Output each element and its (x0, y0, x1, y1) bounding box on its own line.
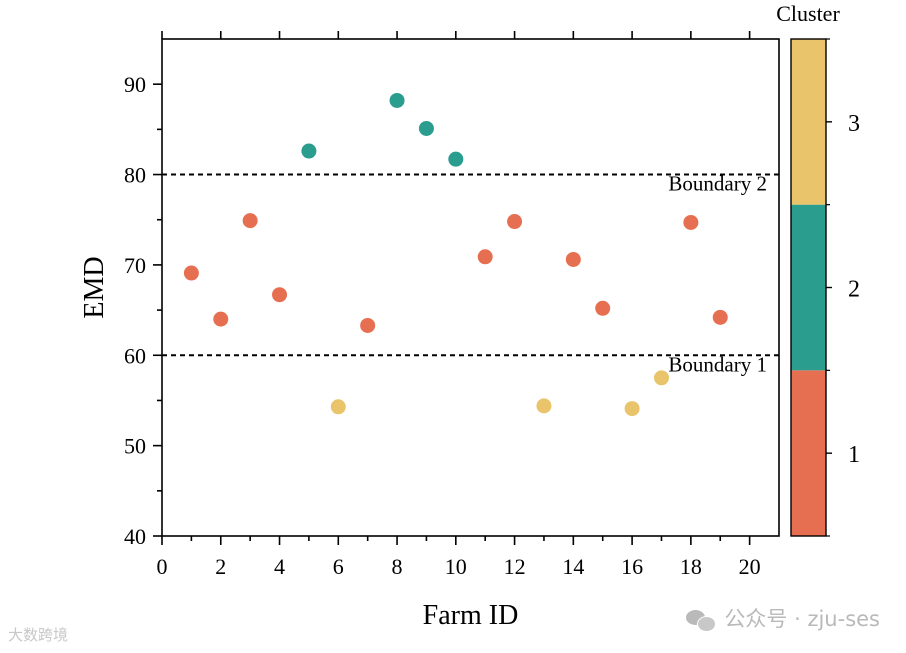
colorbar-frame (790, 38, 827, 537)
data-point (477, 249, 493, 265)
x-tick-label: 6 (333, 554, 344, 579)
y-axis-title: EMD (79, 256, 110, 318)
data-point (653, 370, 669, 386)
wechat-icon (686, 610, 717, 632)
watermark-wechat: 公众号 · zju-ses (686, 603, 880, 633)
x-tick-label: 16 (621, 554, 643, 579)
y-tick-label: 90 (124, 72, 146, 97)
data-point (183, 265, 199, 281)
colorbar-title: Cluster (776, 1, 840, 26)
x-tick-label: 20 (739, 554, 761, 579)
x-tick-label: 18 (680, 554, 702, 579)
data-point (683, 214, 699, 230)
boundary-label-2: Boundary 2 (668, 172, 767, 196)
data-point (330, 399, 346, 415)
y-tick-label: 50 (124, 434, 146, 459)
x-tick-label: 12 (504, 554, 526, 579)
boundary-labels: Boundary 1 Boundary 2 (668, 172, 767, 377)
x-tick-label: 2 (215, 554, 226, 579)
watermark-bottom-left: 大数跨境 (8, 624, 68, 645)
data-point (301, 143, 317, 159)
colorbar-label-1: 1 (848, 442, 860, 468)
watermark-right-text: 公众号 · zju-ses (724, 607, 880, 631)
data-point (389, 92, 405, 108)
data-point (536, 398, 552, 414)
data-point (624, 401, 640, 417)
y-tick-label: 80 (124, 163, 146, 188)
data-point (712, 309, 728, 325)
plot-frame (161, 38, 780, 537)
colorbar-label-3: 3 (848, 111, 860, 137)
data-point (565, 251, 581, 267)
colorbar-segment-3 (791, 39, 826, 205)
data-point (360, 317, 376, 333)
boundary-lines (162, 173, 779, 357)
y-tick-label: 60 (124, 343, 146, 368)
data-point (242, 213, 258, 229)
colorbar-label-2: 2 (848, 277, 860, 303)
x-tick-label: 10 (445, 554, 467, 579)
y-tick-label: 40 (124, 524, 146, 549)
data-point (418, 120, 434, 136)
tick-labels: 0 2 4 6 8 10 12 14 16 18 20 40 50 60 70 80 90 (124, 72, 761, 579)
y-tick-label: 70 (124, 253, 146, 278)
data-point (507, 214, 523, 230)
colorbar: 1 2 3 Cluster (776, 1, 860, 537)
data-point (448, 151, 464, 167)
x-tick-label: 8 (392, 554, 403, 579)
data-point (272, 287, 288, 303)
data-points (183, 92, 728, 417)
x-tick-label: 4 (274, 554, 285, 579)
colorbar-segment-2 (791, 204, 826, 371)
x-tick-label: 0 (157, 554, 168, 579)
x-tick-label: 14 (562, 554, 584, 579)
colorbar-segment-1 (791, 370, 826, 536)
data-point (595, 300, 611, 316)
data-point (213, 311, 229, 327)
axis-ticks (153, 31, 751, 545)
x-axis-title: Farm ID (423, 600, 519, 631)
watermark-left-text: 大数跨境 (8, 626, 69, 644)
boundary-label-1: Boundary 1 (668, 352, 767, 376)
